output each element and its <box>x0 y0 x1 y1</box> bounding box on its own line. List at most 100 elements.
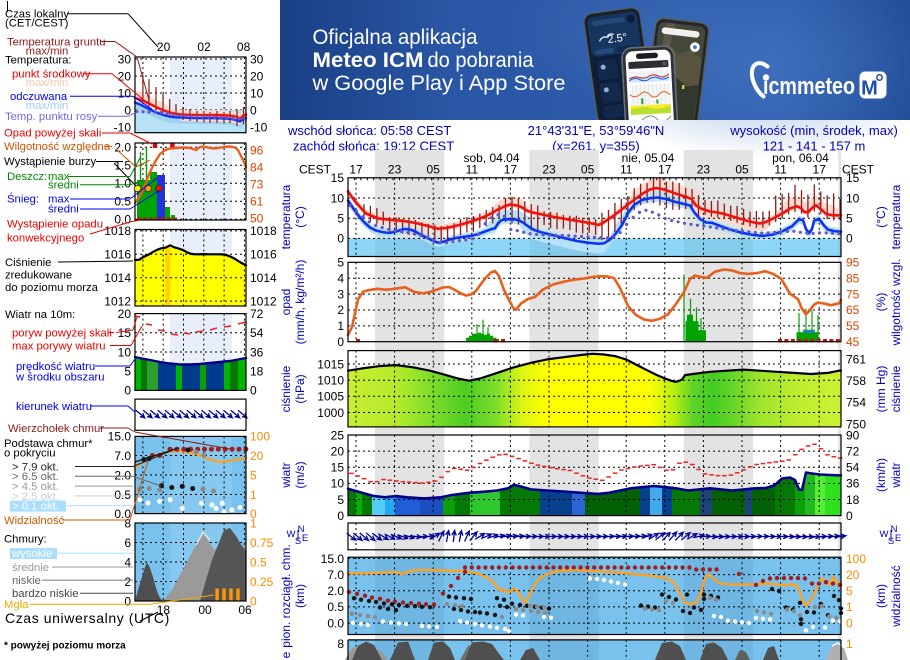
svg-text:45: 45 <box>846 335 860 349</box>
svg-text:1: 1 <box>250 516 257 530</box>
svg-text:15: 15 <box>331 461 345 475</box>
svg-text:0.5: 0.5 <box>114 488 131 502</box>
svg-text:72: 72 <box>846 444 860 458</box>
svg-text:Meteo ICM: Meteo ICM <box>313 49 424 72</box>
svg-text:8: 8 <box>337 637 344 651</box>
svg-text:1: 1 <box>846 600 853 614</box>
svg-text:20: 20 <box>157 40 171 54</box>
svg-text:73: 73 <box>250 177 264 191</box>
svg-text:Mgła: Mgła <box>4 599 29 611</box>
svg-text:02: 02 <box>197 40 211 54</box>
svg-text:2: 2 <box>337 303 344 317</box>
svg-text:2.0: 2.0 <box>327 584 344 598</box>
svg-text:Wilgotność względna: Wilgotność względna <box>4 141 111 153</box>
svg-text:Temperatura:: Temperatura: <box>5 54 72 66</box>
svg-text:w środku obszaru: w środku obszaru <box>15 372 105 384</box>
svg-text:1010: 1010 <box>317 374 344 388</box>
svg-text:temperatura: temperatura <box>279 184 293 249</box>
svg-text:* powyżej poziomu morza: * powyżej poziomu morza <box>4 640 126 651</box>
svg-text:30: 30 <box>250 52 264 66</box>
svg-text:06: 06 <box>238 603 252 617</box>
svg-text:1018: 1018 <box>250 224 277 238</box>
svg-text:00: 00 <box>198 603 212 617</box>
svg-text:icmmeteo: icmmeteo <box>763 73 855 100</box>
svg-text:0: 0 <box>124 384 131 398</box>
svg-text:ciśnienie: ciśnienie <box>889 365 903 412</box>
svg-text:> 4.5 okt.: > 4.5 okt. <box>12 481 59 493</box>
svg-text:1014: 1014 <box>250 271 277 285</box>
svg-text:max/min: max/min <box>26 77 69 89</box>
svg-text:wschód słońca: 05:58 CEST: wschód słońca: 05:58 CEST <box>287 123 451 138</box>
svg-text:prędkość wiatru: prędkość wiatru <box>16 361 95 373</box>
svg-text:20: 20 <box>331 444 345 458</box>
svg-text:11: 11 <box>466 163 479 177</box>
svg-text:0: 0 <box>846 509 853 523</box>
svg-text:S: S <box>295 536 301 547</box>
svg-text:Czas uniwersalny (UTC): Czas uniwersalny (UTC) <box>5 610 170 626</box>
svg-text:23: 23 <box>542 163 556 177</box>
svg-text:15.0: 15.0 <box>321 552 345 566</box>
svg-text:Deszcz:: Deszcz: <box>7 171 47 183</box>
svg-text:o pokryciu: o pokryciu <box>4 448 56 460</box>
svg-text:0.25: 0.25 <box>250 575 274 589</box>
svg-text:0.75: 0.75 <box>250 536 274 550</box>
svg-text:średni: średni <box>48 204 79 216</box>
svg-text:1015: 1015 <box>317 357 344 371</box>
svg-text:max: max <box>48 194 70 206</box>
svg-text:17: 17 <box>813 163 827 177</box>
svg-text:odczuwana: odczuwana <box>10 91 68 103</box>
svg-text:Oficjalna aplikacja: Oficjalna aplikacja <box>313 26 478 49</box>
svg-text:max/min: max/min <box>26 100 69 112</box>
svg-text:15: 15 <box>331 171 345 185</box>
svg-text:nie, 05.04: nie, 05.04 <box>622 151 675 165</box>
svg-text:0: 0 <box>337 509 344 523</box>
svg-text:0: 0 <box>250 384 257 398</box>
svg-text:7.0: 7.0 <box>114 449 131 463</box>
svg-text:5: 5 <box>846 212 853 226</box>
svg-text:25: 25 <box>331 428 345 442</box>
svg-text:M: M <box>861 78 878 100</box>
svg-text:2.5°: 2.5° <box>607 32 628 47</box>
svg-text:11: 11 <box>774 163 787 177</box>
svg-text:20: 20 <box>250 69 264 83</box>
svg-text:max porywy wiatru: max porywy wiatru <box>12 341 106 353</box>
svg-text:E: E <box>895 533 901 544</box>
svg-text:Wiatr na 10m:: Wiatr na 10m: <box>5 309 75 321</box>
svg-text:(CET/CEST): (CET/CEST) <box>5 18 69 30</box>
svg-text:1012: 1012 <box>250 294 277 308</box>
svg-text:sob, 04.04: sob, 04.04 <box>463 151 519 165</box>
svg-text:90: 90 <box>846 428 860 442</box>
svg-text:(°C): (°C) <box>874 206 888 227</box>
svg-text:1014: 1014 <box>104 271 131 285</box>
svg-text:(hPa): (hPa) <box>293 374 307 403</box>
svg-text:0.5: 0.5 <box>250 555 267 569</box>
svg-text:E: E <box>302 533 308 544</box>
svg-text:15: 15 <box>846 171 860 185</box>
svg-text:05: 05 <box>735 163 749 177</box>
svg-text:niskie: niskie <box>12 575 41 587</box>
svg-text:(x=261, y=355): (x=261, y=355) <box>552 139 639 154</box>
svg-text:20: 20 <box>846 568 860 582</box>
svg-text:max: max <box>48 171 70 183</box>
svg-text:> 0.1 okt.: > 0.1 okt. <box>12 501 59 513</box>
svg-text:5: 5 <box>124 365 131 379</box>
svg-text:do poziomu morza: do poziomu morza <box>5 282 99 294</box>
svg-text:75: 75 <box>846 287 860 301</box>
svg-text:21°43'31"E, 53°59'46"N: 21°43'31"E, 53°59'46"N <box>528 123 665 138</box>
svg-text:Wierzchołek chmur: Wierzchołek chmur <box>8 423 104 435</box>
svg-text:750: 750 <box>846 417 866 431</box>
svg-text:Ciśnienie: Ciśnienie <box>5 257 51 269</box>
svg-text:(km): (km) <box>293 584 307 608</box>
svg-text:0: 0 <box>846 232 853 246</box>
svg-text:S: S <box>888 536 894 547</box>
svg-text:Podstawa chmur*: Podstawa chmur* <box>4 438 93 450</box>
svg-text:zredukowane: zredukowane <box>5 269 72 281</box>
svg-text:05: 05 <box>427 163 441 177</box>
svg-text:54: 54 <box>846 461 860 475</box>
svg-text:(m/s): (m/s) <box>293 461 307 488</box>
svg-text:Czas lokalny: Czas lokalny <box>5 9 69 21</box>
svg-text:5: 5 <box>337 493 344 507</box>
svg-text:36: 36 <box>846 477 860 491</box>
svg-text:-10: -10 <box>250 120 268 134</box>
svg-text:> 7.9 okt.: > 7.9 okt. <box>12 461 59 473</box>
